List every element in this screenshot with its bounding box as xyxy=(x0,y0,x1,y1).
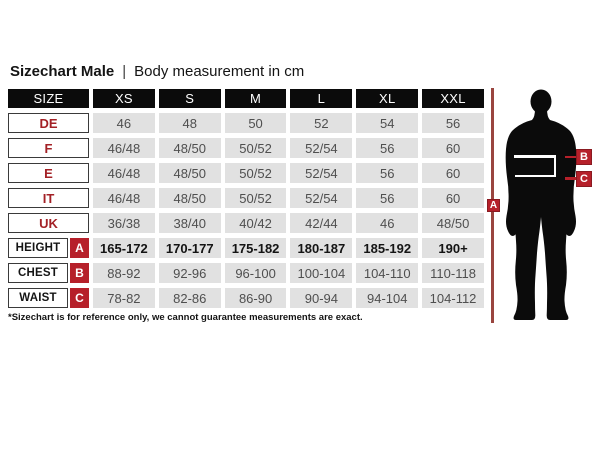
measure-cell: 96-100 xyxy=(224,263,287,283)
size-cell: 42/44 xyxy=(290,213,353,233)
size-cell: 46 xyxy=(93,113,155,133)
size-cell: 46/48 xyxy=(93,138,155,158)
row-label-uk: UK xyxy=(8,213,89,233)
row-badge-c: C xyxy=(70,288,89,308)
row-label-chest: CHEST xyxy=(8,263,68,283)
waist-measure-line xyxy=(515,174,556,177)
measure-cell: 180-187 xyxy=(290,238,353,258)
size-row-e: E 46/48 48/50 50/52 52/54 56 60 xyxy=(8,163,484,183)
size-cell: 46/48 xyxy=(93,188,155,208)
measure-row-height: HEIGHT A 165-172 170-177 175-182 180-187 185-1… xyxy=(8,238,484,258)
row-label-it: IT xyxy=(8,188,89,208)
footnote: *Sizechart is for reference only, we can… xyxy=(8,312,363,323)
measure-cell: 185-192 xyxy=(356,238,419,258)
row-label-de: DE xyxy=(8,113,89,133)
size-cell: 50/52 xyxy=(224,138,287,158)
size-cell: 56 xyxy=(422,113,484,133)
header-cell-xs: XS xyxy=(93,89,155,108)
size-cell: 56 xyxy=(356,163,419,183)
size-table: SIZE XS S M L XL XXL DE 46 48 50 52 54 56 F 46/48 48/50 5… xyxy=(8,89,484,313)
measure-cell: 104-110 xyxy=(356,263,419,283)
measure-cell: 94-104 xyxy=(356,288,419,308)
measure-cell: 88-92 xyxy=(93,263,155,283)
size-cell: 38/40 xyxy=(158,213,221,233)
title-main: Sizechart Male xyxy=(10,63,115,80)
measure-cell: 190+ xyxy=(422,238,484,258)
size-cell: 40/42 xyxy=(224,213,287,233)
silhouette-body xyxy=(505,109,577,320)
measure-cell: 170-177 xyxy=(158,238,221,258)
title-subtitle: Body measurement in cm xyxy=(134,63,305,80)
size-cell: 54 xyxy=(356,113,419,133)
figure-badge-waist: C xyxy=(576,171,592,187)
row-badge-b: B xyxy=(70,263,89,283)
measure-row-chest: CHEST B 88-92 92-96 96-100 100-104 104-110 110-… xyxy=(8,263,484,283)
size-cell: 46 xyxy=(356,213,419,233)
measure-cell: 82-86 xyxy=(158,288,221,308)
size-row-uk: UK 36/38 38/40 40/42 42/44 46 48/50 xyxy=(8,213,484,233)
header-cell-m: M xyxy=(224,89,287,108)
size-cell: 52/54 xyxy=(290,163,353,183)
measure-cell: 92-96 xyxy=(158,263,221,283)
measure-cell: 110-118 xyxy=(422,263,484,283)
size-cell: 52/54 xyxy=(290,138,353,158)
size-cell: 48/50 xyxy=(422,213,484,233)
size-cell: 48/50 xyxy=(158,188,221,208)
size-cell: 48 xyxy=(158,113,221,133)
size-row-de: DE 46 48 50 52 54 56 xyxy=(8,113,484,133)
size-cell: 52/54 xyxy=(290,188,353,208)
measure-cell: 78-82 xyxy=(93,288,155,308)
size-cell: 52 xyxy=(290,113,353,133)
size-cell: 60 xyxy=(422,188,484,208)
measure-cell: 86-90 xyxy=(224,288,287,308)
size-cell: 60 xyxy=(422,163,484,183)
size-cell: 50/52 xyxy=(224,163,287,183)
size-cell: 48/50 xyxy=(158,163,221,183)
measure-cell: 104-112 xyxy=(422,288,484,308)
size-cell: 48/50 xyxy=(158,138,221,158)
row-label-waist: WAIST xyxy=(8,288,68,308)
chest-measure-line xyxy=(514,155,556,158)
measure-cell: 90-94 xyxy=(290,288,353,308)
size-cell: 50 xyxy=(224,113,287,133)
size-cell: 60 xyxy=(422,138,484,158)
size-cell: 56 xyxy=(356,138,419,158)
male-silhouette xyxy=(505,89,577,320)
header-cell-s: S xyxy=(158,89,221,108)
page-title: Sizechart Male | Body measurement in cm xyxy=(10,63,304,80)
silhouette-head xyxy=(530,89,552,114)
figure-badge-chest: B xyxy=(576,149,592,165)
measure-cell: 100-104 xyxy=(290,263,353,283)
figure-badge-height: A xyxy=(487,199,500,212)
header-cell-l: L xyxy=(290,89,353,108)
row-label-height: HEIGHT xyxy=(8,238,68,258)
size-cell: 56 xyxy=(356,188,419,208)
measure-row-waist: WAIST C 78-82 82-86 86-90 90-94 94-104 104-112 xyxy=(8,288,484,308)
size-row-f: F 46/48 48/50 50/52 52/54 56 60 xyxy=(8,138,484,158)
header-cell-xl: XL xyxy=(356,89,419,108)
measure-label-group: WAIST C xyxy=(8,288,89,308)
measure-cell: 165-172 xyxy=(93,238,155,258)
measure-label-group: HEIGHT A xyxy=(8,238,89,258)
torso-side-line xyxy=(553,155,556,177)
row-badge-a: A xyxy=(70,238,89,258)
header-cell-size: SIZE xyxy=(8,89,89,108)
title-separator: | xyxy=(122,63,127,80)
size-row-it: IT 46/48 48/50 50/52 52/54 56 60 xyxy=(8,188,484,208)
row-label-f: F xyxy=(8,138,89,158)
chest-badge-connector xyxy=(565,155,577,158)
header-cell-xxl: XXL xyxy=(422,89,484,108)
table-header-row: SIZE XS S M L XL XXL xyxy=(8,89,484,108)
waist-badge-connector xyxy=(565,177,577,180)
row-label-e: E xyxy=(8,163,89,183)
measure-label-group: CHEST B xyxy=(8,263,89,283)
size-cell: 50/52 xyxy=(224,188,287,208)
size-cell: 46/48 xyxy=(93,163,155,183)
size-cell: 36/38 xyxy=(93,213,155,233)
measure-cell: 175-182 xyxy=(224,238,287,258)
